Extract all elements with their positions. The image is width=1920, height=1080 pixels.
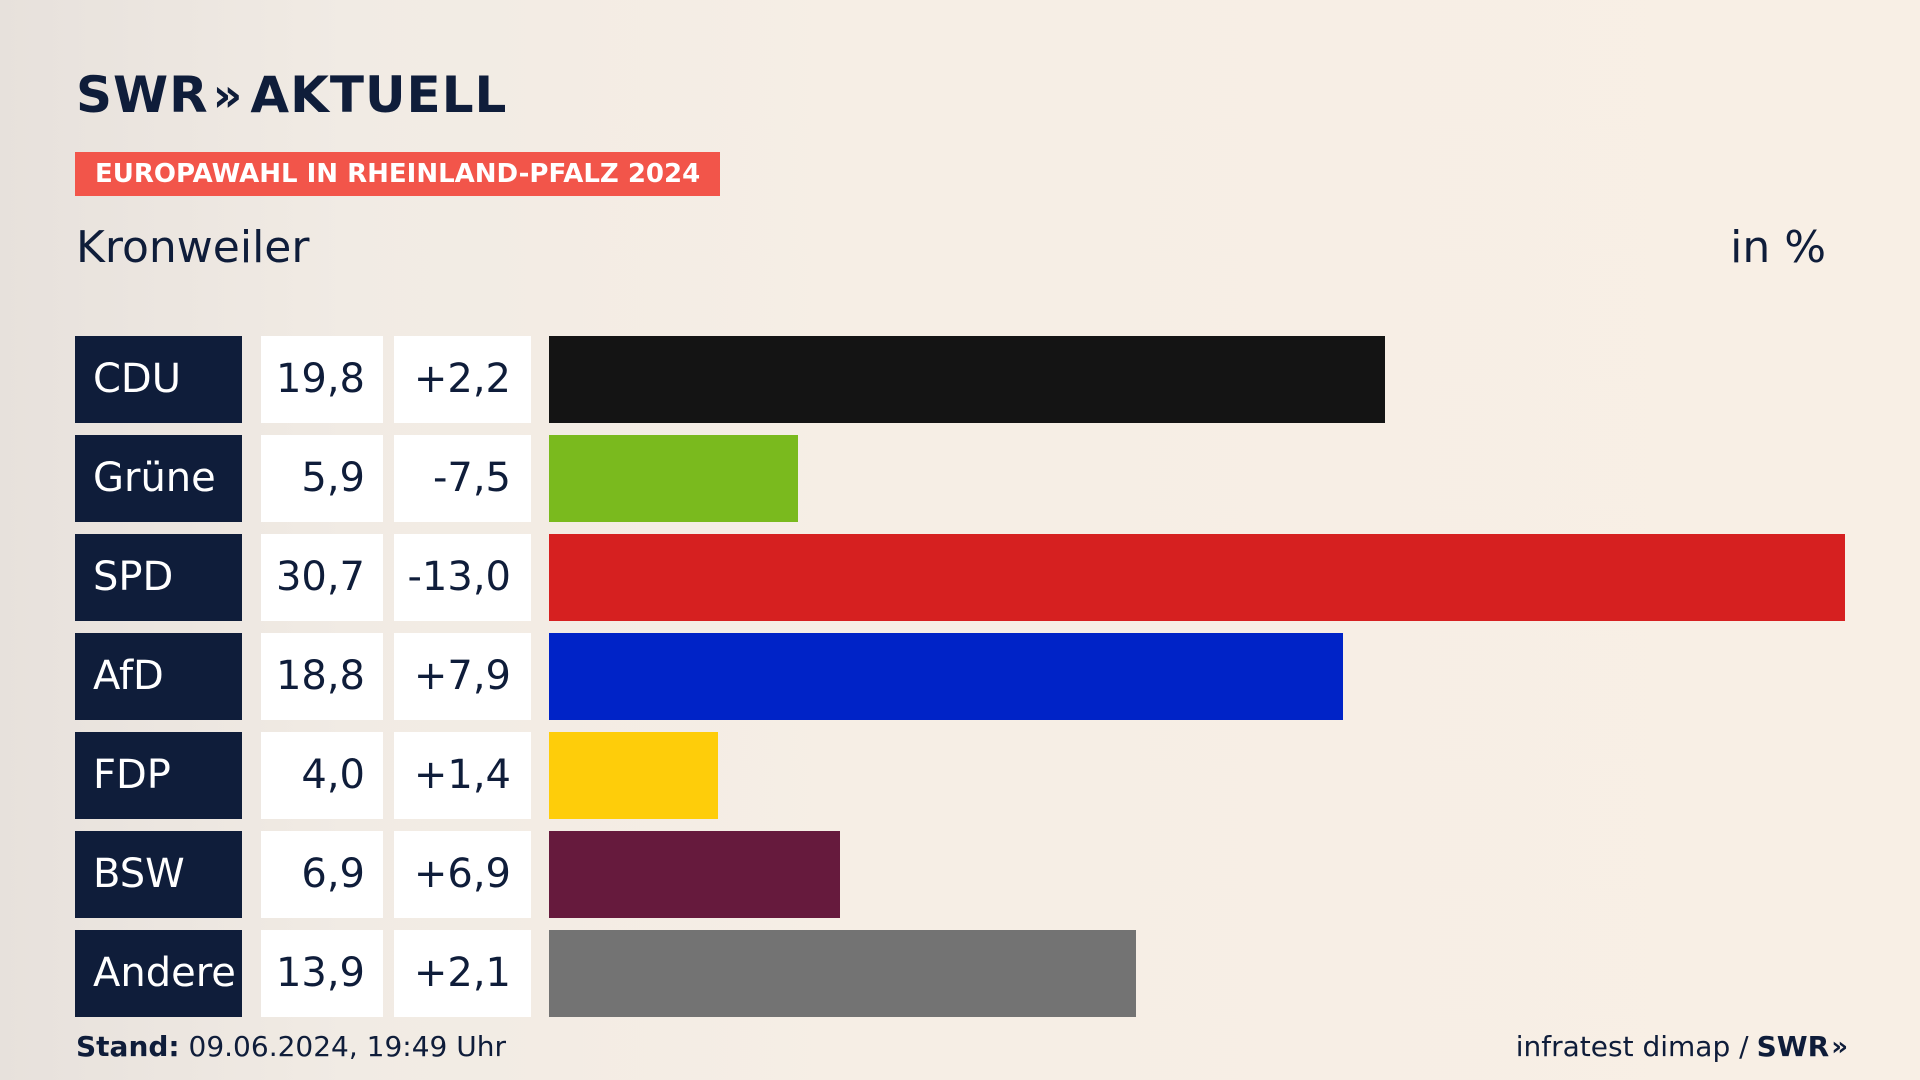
bar	[549, 534, 1845, 621]
result-row: AfD 18,8 +7,9	[0, 633, 1920, 720]
swr-aktuell-logo: SWR » AKTUELL	[76, 66, 507, 124]
logo-swr: SWR	[76, 66, 209, 124]
place-title: Kronweiler	[76, 222, 310, 273]
diff-label: +1,4	[394, 732, 531, 819]
party-label: Grüne	[75, 435, 242, 522]
diff-label: +7,9	[394, 633, 531, 720]
diff-label: +2,2	[394, 336, 531, 423]
value-label: 19,8	[261, 336, 383, 423]
party-label: CDU	[75, 336, 242, 423]
source-swr-logo: SWR	[1756, 1030, 1830, 1063]
result-row: Andere 13,9 +2,1	[0, 930, 1920, 1017]
diff-label: +6,9	[394, 831, 531, 918]
value-label: 30,7	[261, 534, 383, 621]
result-row: FDP 4,0 +1,4	[0, 732, 1920, 819]
stand-value: 09.06.2024, 19:49 Uhr	[188, 1030, 506, 1063]
bar	[549, 732, 718, 819]
election-tag: EUROPAWAHL IN RHEINLAND-PFALZ 2024	[75, 152, 721, 196]
timestamp: Stand: 09.06.2024, 19:49 Uhr	[76, 1030, 506, 1063]
party-label: BSW	[75, 831, 242, 918]
result-row: BSW 6,9 +6,9	[0, 831, 1920, 918]
bar	[549, 336, 1385, 423]
diff-label: -7,5	[394, 435, 531, 522]
result-row: SPD 30,7 -13,0	[0, 534, 1920, 621]
bar	[549, 930, 1136, 1017]
value-label: 18,8	[261, 633, 383, 720]
stand-label: Stand:	[76, 1030, 180, 1063]
source-credit: infratest dimap / SWR »	[1515, 1030, 1848, 1063]
diff-label: +2,1	[394, 930, 531, 1017]
unit-label: in %	[1730, 222, 1826, 273]
chevrons-icon: »	[212, 68, 243, 122]
party-label: FDP	[75, 732, 242, 819]
party-label: SPD	[75, 534, 242, 621]
result-row: CDU 19,8 +2,2	[0, 336, 1920, 423]
value-label: 5,9	[261, 435, 383, 522]
diff-label: -13,0	[394, 534, 531, 621]
source-text: infratest dimap /	[1515, 1030, 1749, 1063]
party-label: Andere	[75, 930, 242, 1017]
bar	[549, 831, 840, 918]
bar	[549, 633, 1343, 720]
value-label: 6,9	[261, 831, 383, 918]
party-label: AfD	[75, 633, 242, 720]
logo-aktuell: AKTUELL	[250, 66, 508, 124]
value-label: 4,0	[261, 732, 383, 819]
bar	[549, 435, 798, 522]
source-chevrons-icon: »	[1831, 1031, 1848, 1062]
value-label: 13,9	[261, 930, 383, 1017]
result-row: Grüne 5,9 -7,5	[0, 435, 1920, 522]
